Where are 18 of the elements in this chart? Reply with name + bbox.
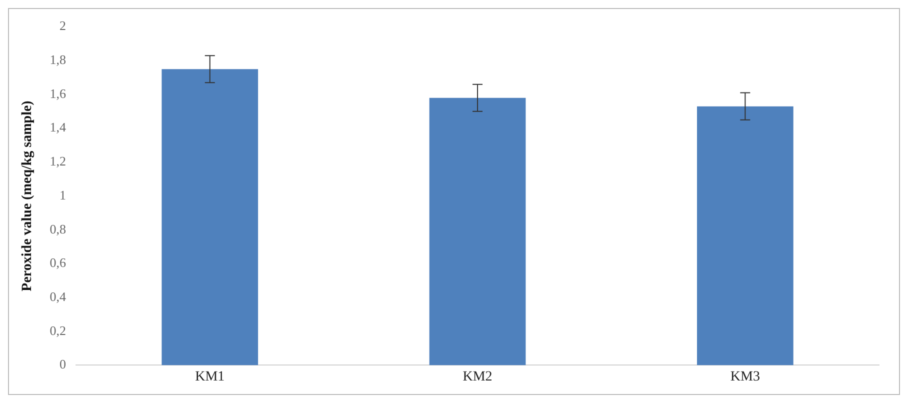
y-tick-label: 0,6 — [50, 255, 67, 270]
y-axis-title: Peroxide value (meq/kg sample) — [20, 100, 36, 292]
bar — [697, 106, 794, 366]
y-tick-label: 0,8 — [50, 221, 66, 236]
x-tick-label: KM3 — [730, 369, 760, 384]
y-tick-label: 1,6 — [50, 86, 67, 101]
y-tick-label: 0,4 — [50, 288, 67, 304]
y-tick-label: 0 — [60, 356, 66, 372]
y-tick-label: 1 — [60, 187, 66, 202]
x-tick-label: KM2 — [462, 369, 492, 384]
y-tick-label: 1,2 — [50, 154, 66, 169]
x-tick-label: KM1 — [195, 369, 225, 384]
bar — [429, 98, 526, 366]
y-tick-label: 1,8 — [50, 52, 66, 68]
y-tick-label: 0,2 — [50, 322, 66, 338]
bar — [162, 69, 258, 366]
y-tick-label: 2 — [60, 18, 66, 34]
y-tick-label: 1,4 — [50, 120, 67, 135]
